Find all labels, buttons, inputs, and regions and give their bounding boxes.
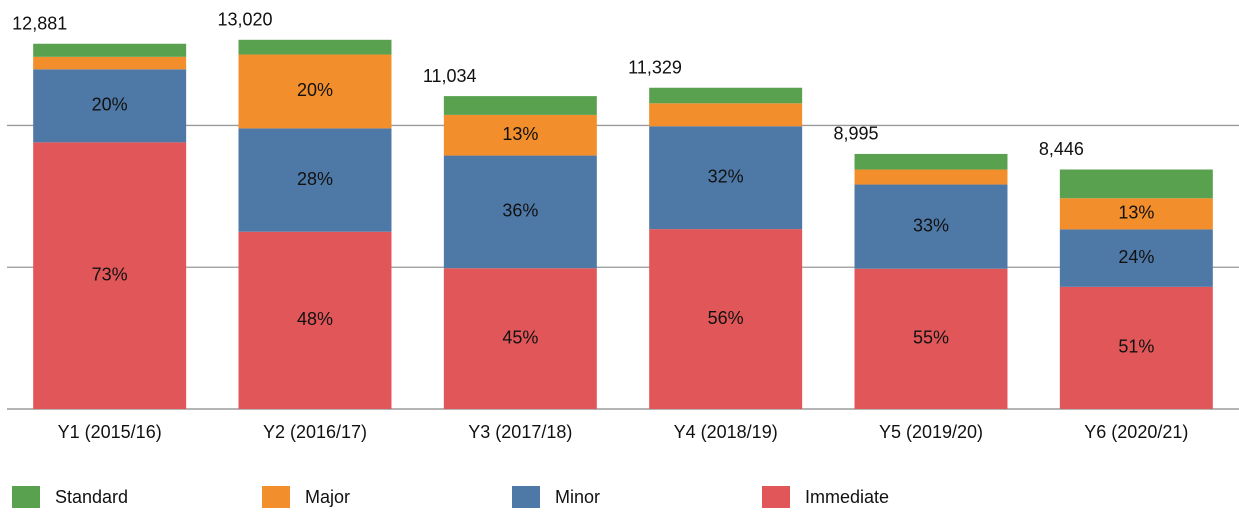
legend-swatch bbox=[262, 486, 290, 508]
segment-label: 32% bbox=[708, 166, 744, 186]
bar-segment bbox=[443, 155, 597, 269]
bar-segment bbox=[238, 39, 392, 55]
bar-segment bbox=[238, 128, 392, 232]
bar-segment bbox=[33, 56, 187, 70]
total-label: 8,995 bbox=[834, 124, 879, 144]
legend-label: Minor bbox=[555, 487, 600, 507]
segment-label: 13% bbox=[1118, 203, 1154, 223]
x-tick-label: Y6 (2020/21) bbox=[1084, 422, 1188, 442]
segment-label: 55% bbox=[913, 328, 949, 348]
bar-segment bbox=[238, 54, 392, 129]
bar-segment bbox=[443, 268, 597, 409]
bar-segment bbox=[854, 268, 1008, 409]
total-label: 11,034 bbox=[423, 66, 477, 86]
segment-label: 24% bbox=[1118, 247, 1154, 267]
segment-label: 20% bbox=[92, 95, 128, 115]
segment-label: 56% bbox=[708, 308, 744, 328]
bar-segment bbox=[854, 153, 1008, 170]
legend-swatch bbox=[12, 486, 40, 508]
segment-label: 28% bbox=[297, 169, 333, 189]
bar-segment bbox=[33, 69, 187, 143]
total-label: 11,329 bbox=[628, 57, 682, 77]
legend-swatch bbox=[512, 486, 540, 508]
segment-label: 45% bbox=[502, 327, 538, 347]
segment-label: 73% bbox=[92, 264, 128, 284]
bar-segment bbox=[33, 43, 187, 57]
bar-segment bbox=[649, 126, 803, 230]
bar-segment bbox=[1059, 286, 1213, 409]
bar-segment bbox=[33, 142, 187, 409]
total-label: 13,020 bbox=[218, 10, 273, 30]
legend-label: Immediate bbox=[805, 487, 889, 507]
bar-segment bbox=[1059, 198, 1213, 230]
total-label: 12,881 bbox=[12, 13, 67, 33]
total-label: 8,446 bbox=[1039, 139, 1084, 159]
bar-segment bbox=[649, 87, 803, 104]
segment-label: 51% bbox=[1118, 337, 1154, 357]
bar-segment bbox=[854, 169, 1008, 185]
x-tick-label: Y3 (2017/18) bbox=[468, 422, 572, 442]
segment-label: 13% bbox=[502, 124, 538, 144]
bar-segment bbox=[649, 229, 803, 409]
bar-segment bbox=[1059, 229, 1213, 287]
bar-segment bbox=[443, 114, 597, 156]
bar-segment bbox=[443, 96, 597, 115]
x-tick-label: Y4 (2018/19) bbox=[674, 422, 778, 442]
x-tick-label: Y2 (2016/17) bbox=[263, 422, 367, 442]
bar-segment bbox=[854, 184, 1008, 269]
legend-label: Major bbox=[305, 487, 350, 507]
legend-swatch bbox=[762, 486, 790, 508]
segment-label: 33% bbox=[913, 215, 949, 235]
segment-label: 48% bbox=[297, 309, 333, 329]
bar-segment bbox=[649, 103, 803, 127]
segment-label: 20% bbox=[297, 80, 333, 100]
legend-label: Standard bbox=[55, 487, 128, 507]
bar-segment bbox=[1059, 169, 1213, 199]
x-tick-label: Y5 (2019/20) bbox=[879, 422, 983, 442]
bar-segment bbox=[238, 231, 392, 409]
x-tick-label: Y1 (2015/16) bbox=[58, 422, 162, 442]
segment-label: 36% bbox=[502, 201, 538, 221]
